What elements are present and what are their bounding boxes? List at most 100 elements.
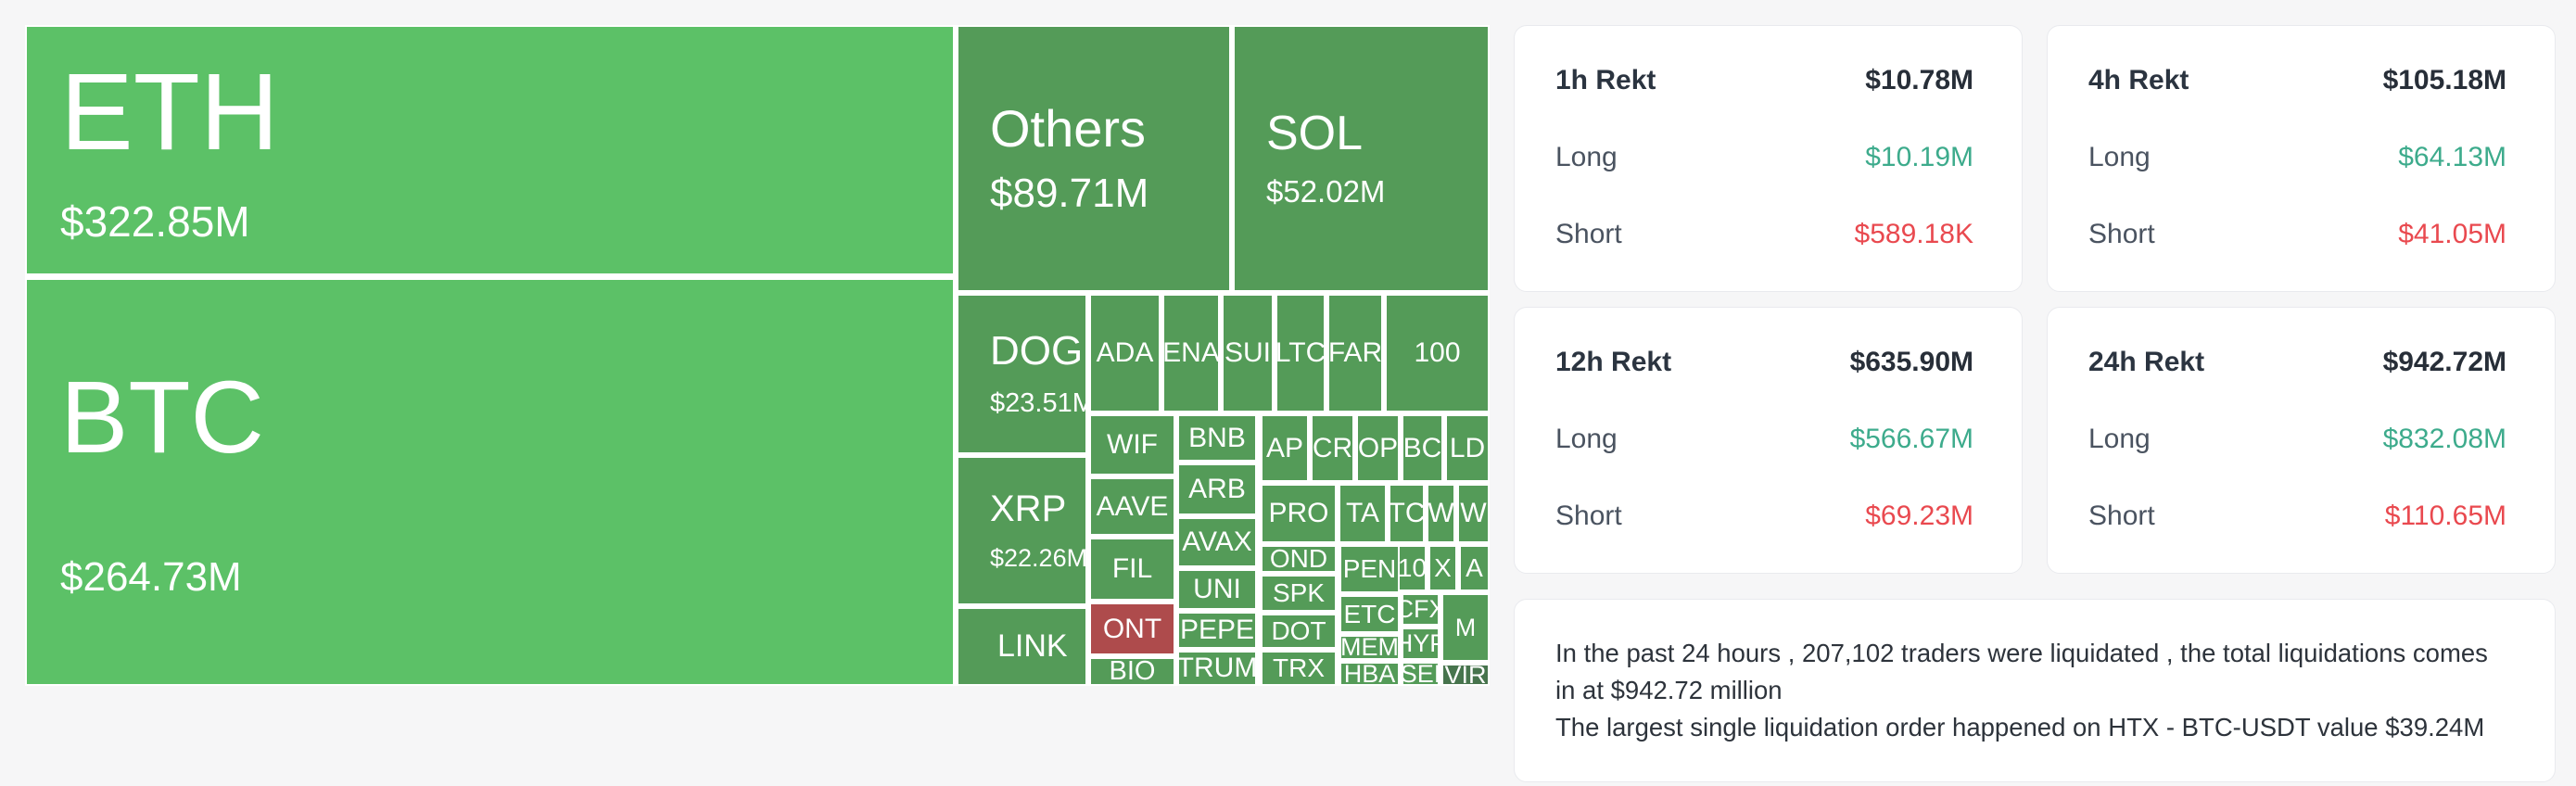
card-long-row: Long $10.19M [1555,142,1973,173]
treemap-cell-m[interactable]: M [1441,593,1490,662]
treemap-cell-others[interactable]: Others $89.71M [957,25,1231,292]
treemap-cell-ada[interactable]: ADA [1089,294,1161,412]
treemap-cell-symbol: W [1460,498,1487,529]
treemap-cell-symbol: PRO [1268,498,1329,529]
short-value: $41.05M [2398,219,2506,249]
long-label: Long [2088,424,2151,454]
treemap-cell-symbol: AP [1265,432,1304,463]
treemap-cell-symbol: OP [1357,432,1399,463]
treemap-cell-eth[interactable]: ETH $322.85M [25,25,955,275]
treemap-cell-trum[interactable]: TRUM [1177,651,1257,686]
treemap-cell-uni[interactable]: UNI [1177,569,1257,610]
treemap-cell-bnb[interactable]: BNB [1177,414,1257,462]
short-label: Short [1555,501,1622,531]
treemap-cell-hyp[interactable]: HYP [1402,628,1440,660]
treemap-cell-a[interactable]: A [1459,545,1490,591]
treemap-cell-symbol: CR [1312,432,1353,463]
treemap-cell-pen[interactable]: PEN [1339,545,1400,593]
treemap-cell-w[interactable]: W [1427,484,1455,543]
treemap-cell-sol[interactable]: SOL $52.02M [1233,25,1490,292]
treemap-cell-symbol: FAR [1327,337,1383,369]
rekt-cards-grid: 1h Rekt $10.78M Long $10.19M Short $589.… [1514,25,2556,574]
treemap-cell-x[interactable]: X [1428,545,1457,591]
treemap-cell-tc[interactable]: TC [1389,484,1425,543]
treemap-cell-symbol: OND [1269,545,1328,573]
treemap-cell-mem[interactable]: MEM [1339,635,1400,660]
treemap-cell-symbol: 100 [1414,337,1461,369]
treemap-cell-op[interactable]: OP [1356,414,1400,482]
treemap-cell-symbol: AVAX [1182,526,1252,558]
treemap-cell-pro[interactable]: PRO [1261,484,1337,543]
treemap-cell-symbol: SUI [1224,337,1271,369]
card-title: 12h Rekt [1555,347,1672,377]
treemap-cell-symbol: PEPE [1179,615,1255,646]
treemap-cell-sui[interactable]: SUI [1222,294,1274,412]
treemap-cell-symbol: SEI [1402,662,1440,686]
short-value: $110.65M [2384,501,2506,531]
card-title-row: 4h Rekt $105.18M [2088,65,2506,96]
treemap-cell-far[interactable]: FAR [1327,294,1383,412]
treemap-cell-cr[interactable]: CR [1311,414,1354,482]
treemap-cell-symbol: BC [1402,432,1442,463]
treemap-cell-ltc[interactable]: LTC [1275,294,1326,412]
treemap-cell-avax[interactable]: AVAX [1177,517,1257,567]
treemap-cell-symbol: ETH [60,51,279,174]
treemap-cell-ld[interactable]: LD [1445,414,1490,482]
card-total-value: $942.72M [2382,347,2506,377]
rekt-card-4h: 4h Rekt $105.18M Long $64.13M Short $41.… [2047,25,2556,292]
treemap-cell-ap[interactable]: AP [1261,414,1309,482]
treemap-cell-cfx[interactable]: CFX [1402,593,1440,626]
treemap-cell-symbol: BIO [1109,657,1156,686]
treemap-cell-hba[interactable]: HBA [1339,662,1400,686]
treemap-cell-link[interactable]: LINK [957,607,1087,686]
treemap-cell-symbol: SPK [1272,578,1326,608]
treemap-cell-doge[interactable]: DOGE $23.51M [957,294,1087,454]
treemap-cell-btc[interactable]: BTC $264.73M [25,278,955,686]
treemap-cell-symbol: TRUM [1177,653,1257,684]
short-label: Short [2088,219,2155,249]
short-value: $69.23M [1865,501,1973,531]
treemap-cell-xrp[interactable]: XRP $22.26M [957,456,1087,605]
treemap-cell-10[interactable]: 10 [1398,545,1427,591]
treemap-cell-symbol: TRX [1273,653,1325,683]
treemap-cell-symbol: LINK [997,628,1068,664]
treemap-cell-value: $22.26M [990,544,1087,573]
treemap-cell-trx[interactable]: TRX [1261,651,1337,686]
treemap-cell-ta[interactable]: TA [1339,484,1387,543]
treemap-cell-wif[interactable]: WIF [1089,414,1175,475]
treemap-cell-symbol: WIF [1107,429,1158,461]
treemap-cell-etc[interactable]: ETC [1339,595,1400,633]
treemap-cell-symbol: DOT [1271,616,1326,646]
card-short-row: Short $41.05M [2088,219,2506,250]
treemap-cell-w[interactable]: W [1457,484,1490,543]
rekt-card-12h: 12h Rekt $635.90M Long $566.67M Short $6… [1514,307,2023,574]
treemap-cell-bio[interactable]: BIO [1089,657,1175,686]
card-long-row: Long $64.13M [2088,142,2506,173]
treemap-cell-symbol: LD [1449,432,1486,463]
treemap-cell-bc[interactable]: BC [1402,414,1443,482]
short-label: Short [2088,501,2155,531]
treemap-cell-spk[interactable]: SPK [1261,575,1337,612]
treemap-cell-ond[interactable]: OND [1261,545,1337,573]
treemap-cell-value: $322.85M [60,197,250,247]
card-title-row: 1h Rekt $10.78M [1555,65,1973,96]
treemap-cell-symbol: MEM [1340,635,1399,660]
treemap-cell-symbol: HBA [1343,662,1396,686]
card-long-row: Long $566.67M [1555,424,1973,455]
treemap-cell-arb[interactable]: ARB [1177,463,1257,515]
card-title: 4h Rekt [2088,65,2189,95]
treemap-cell-aave[interactable]: AAVE [1089,477,1175,536]
treemap-cell-sei[interactable]: SEI [1402,662,1440,686]
liquidation-summary-box: In the past 24 hours , 207,102 traders w… [1514,599,2556,782]
card-total-value: $105.18M [2382,65,2506,95]
treemap-cell-100[interactable]: 100 [1385,294,1490,412]
long-value: $566.67M [1849,424,1973,454]
treemap-cell-symbol: UNI [1193,574,1241,605]
treemap-cell-ont[interactable]: ONT [1089,602,1175,655]
treemap-cell-pepe[interactable]: PEPE [1177,612,1257,649]
treemap-cell-dot[interactable]: DOT [1261,614,1337,649]
treemap-cell-ena[interactable]: ENA [1162,294,1220,412]
treemap-cell-vir[interactable]: VIR [1441,664,1490,686]
treemap-cell-fil[interactable]: FIL [1089,538,1175,601]
